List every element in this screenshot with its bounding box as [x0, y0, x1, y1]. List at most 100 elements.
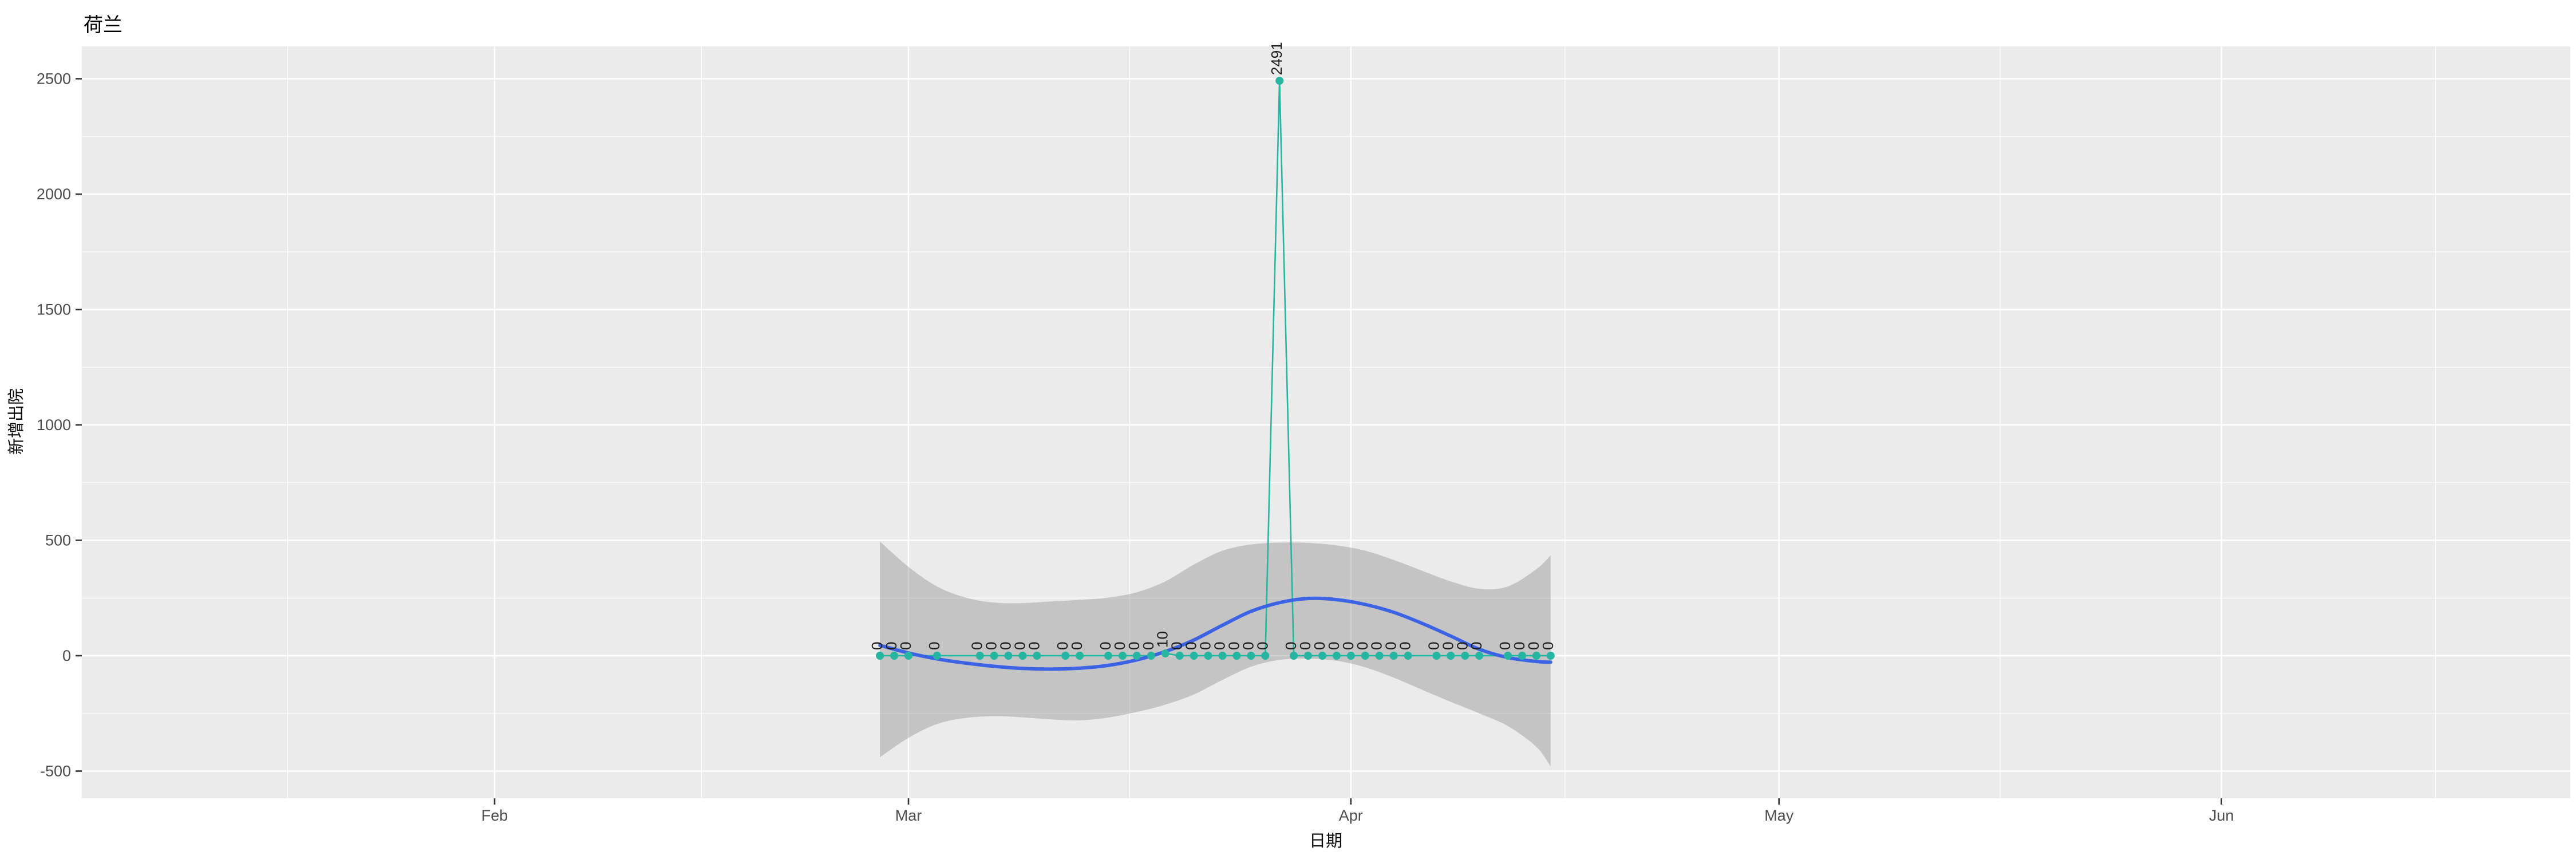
data-point — [1018, 652, 1027, 660]
data-point — [1119, 652, 1127, 660]
y-axis-labels: 2500 2000 1500 1000 500 0 -500 — [37, 70, 71, 780]
data-label: 0 — [868, 642, 886, 650]
data-point — [1147, 652, 1155, 660]
data-point — [1204, 652, 1212, 660]
data-label: 0 — [1311, 642, 1328, 650]
data-points — [876, 77, 1555, 660]
data-label: 10 — [1154, 631, 1171, 648]
x-axis-title: 日期 — [1309, 832, 1343, 850]
data-point — [1304, 652, 1312, 660]
data-label: 0 — [997, 642, 1014, 650]
data-label: 0 — [1525, 642, 1542, 650]
data-point — [1175, 652, 1184, 660]
data-point — [1033, 652, 1041, 660]
data-point — [1104, 652, 1112, 660]
data-point — [1232, 652, 1241, 660]
data-point — [1546, 652, 1555, 660]
data-label: 0 — [1453, 642, 1471, 650]
data-point — [1218, 652, 1227, 660]
y-tick-label: 1000 — [37, 416, 71, 434]
data-label: 0 — [1111, 642, 1128, 650]
data-label: 0 — [1368, 642, 1385, 650]
y-tick-label: 2500 — [37, 70, 71, 88]
data-point — [1247, 652, 1255, 660]
data-point — [1518, 652, 1526, 660]
y-tick-label: 2000 — [37, 186, 71, 203]
data-label: 0 — [1140, 642, 1157, 650]
data-label: 0 — [1496, 642, 1514, 650]
data-point — [1361, 652, 1369, 660]
data-point — [1190, 652, 1198, 660]
data-point — [1332, 652, 1341, 660]
data-point — [1475, 652, 1484, 660]
data-label: 0 — [1425, 642, 1442, 650]
x-tick-label: Mar — [895, 807, 922, 824]
data-point — [876, 652, 884, 660]
data-point — [1375, 652, 1384, 660]
confidence-band — [880, 541, 1551, 767]
data-point — [990, 652, 998, 660]
data-point — [890, 652, 899, 660]
data-point — [1461, 652, 1469, 660]
data-label: 0 — [1197, 642, 1214, 650]
data-point — [1061, 652, 1070, 660]
x-tick-label: May — [1764, 807, 1794, 824]
data-label: 0 — [1325, 642, 1342, 650]
data-label: 0 — [1054, 642, 1071, 650]
data-label: 0 — [969, 642, 986, 650]
data-label: 0 — [1254, 642, 1271, 650]
y-tick-label: 1500 — [37, 301, 71, 318]
data-point — [933, 652, 941, 660]
data-label: 0 — [1439, 642, 1456, 650]
x-tick-label: Jun — [2209, 807, 2234, 824]
data-point — [1275, 77, 1284, 85]
data-label: 0 — [1282, 642, 1299, 650]
data-point — [1404, 652, 1412, 660]
data-point — [1132, 652, 1141, 660]
data-label: 0 — [1068, 642, 1085, 650]
plot-title: 荷兰 — [84, 14, 123, 36]
trend-line — [878, 596, 1552, 671]
data-label: 2491 — [1268, 42, 1285, 75]
data-point — [975, 652, 984, 660]
y-tick-label: -500 — [40, 763, 71, 780]
data-label: 0 — [1354, 642, 1371, 650]
panel-background — [82, 46, 2570, 798]
data-label: 0 — [1183, 642, 1200, 650]
data-label: 0 — [1097, 642, 1114, 650]
data-label: 0 — [1382, 642, 1400, 650]
data-label: 0 — [1011, 642, 1028, 650]
data-label: 0 — [1125, 642, 1143, 650]
data-point — [1447, 652, 1455, 660]
data-label: 0 — [983, 642, 1000, 650]
data-label: 0 — [1211, 642, 1228, 650]
data-point — [1532, 652, 1540, 660]
data-point — [1389, 652, 1398, 660]
data-label: 0 — [1025, 642, 1042, 650]
data-point — [1161, 649, 1170, 657]
x-axis-labels: Feb Mar Apr May Jun — [481, 807, 2234, 824]
data-label: 0 — [1225, 642, 1242, 650]
x-tick-label: Apr — [1339, 807, 1363, 824]
y-axis-title: 新增出院 — [7, 388, 26, 455]
y-tick-label: 0 — [62, 647, 71, 664]
data-label: 0 — [1539, 642, 1556, 650]
data-point — [1261, 652, 1270, 660]
data-label: 0 — [1397, 642, 1414, 650]
grid-major — [82, 46, 2570, 798]
data-label: 0 — [1340, 642, 1357, 650]
data-point — [1076, 652, 1084, 660]
data-point — [1290, 652, 1298, 660]
data-label: 0 — [883, 642, 900, 650]
y-tick-label: 500 — [45, 532, 71, 549]
data-point — [1346, 652, 1355, 660]
data-point — [1318, 652, 1326, 660]
data-point — [1504, 652, 1512, 660]
data-label: 0 — [1511, 642, 1528, 650]
data-label: 0 — [926, 642, 943, 650]
axis-ticks — [76, 78, 2222, 805]
data-label: 0 — [1468, 642, 1485, 650]
data-point — [1004, 652, 1013, 660]
